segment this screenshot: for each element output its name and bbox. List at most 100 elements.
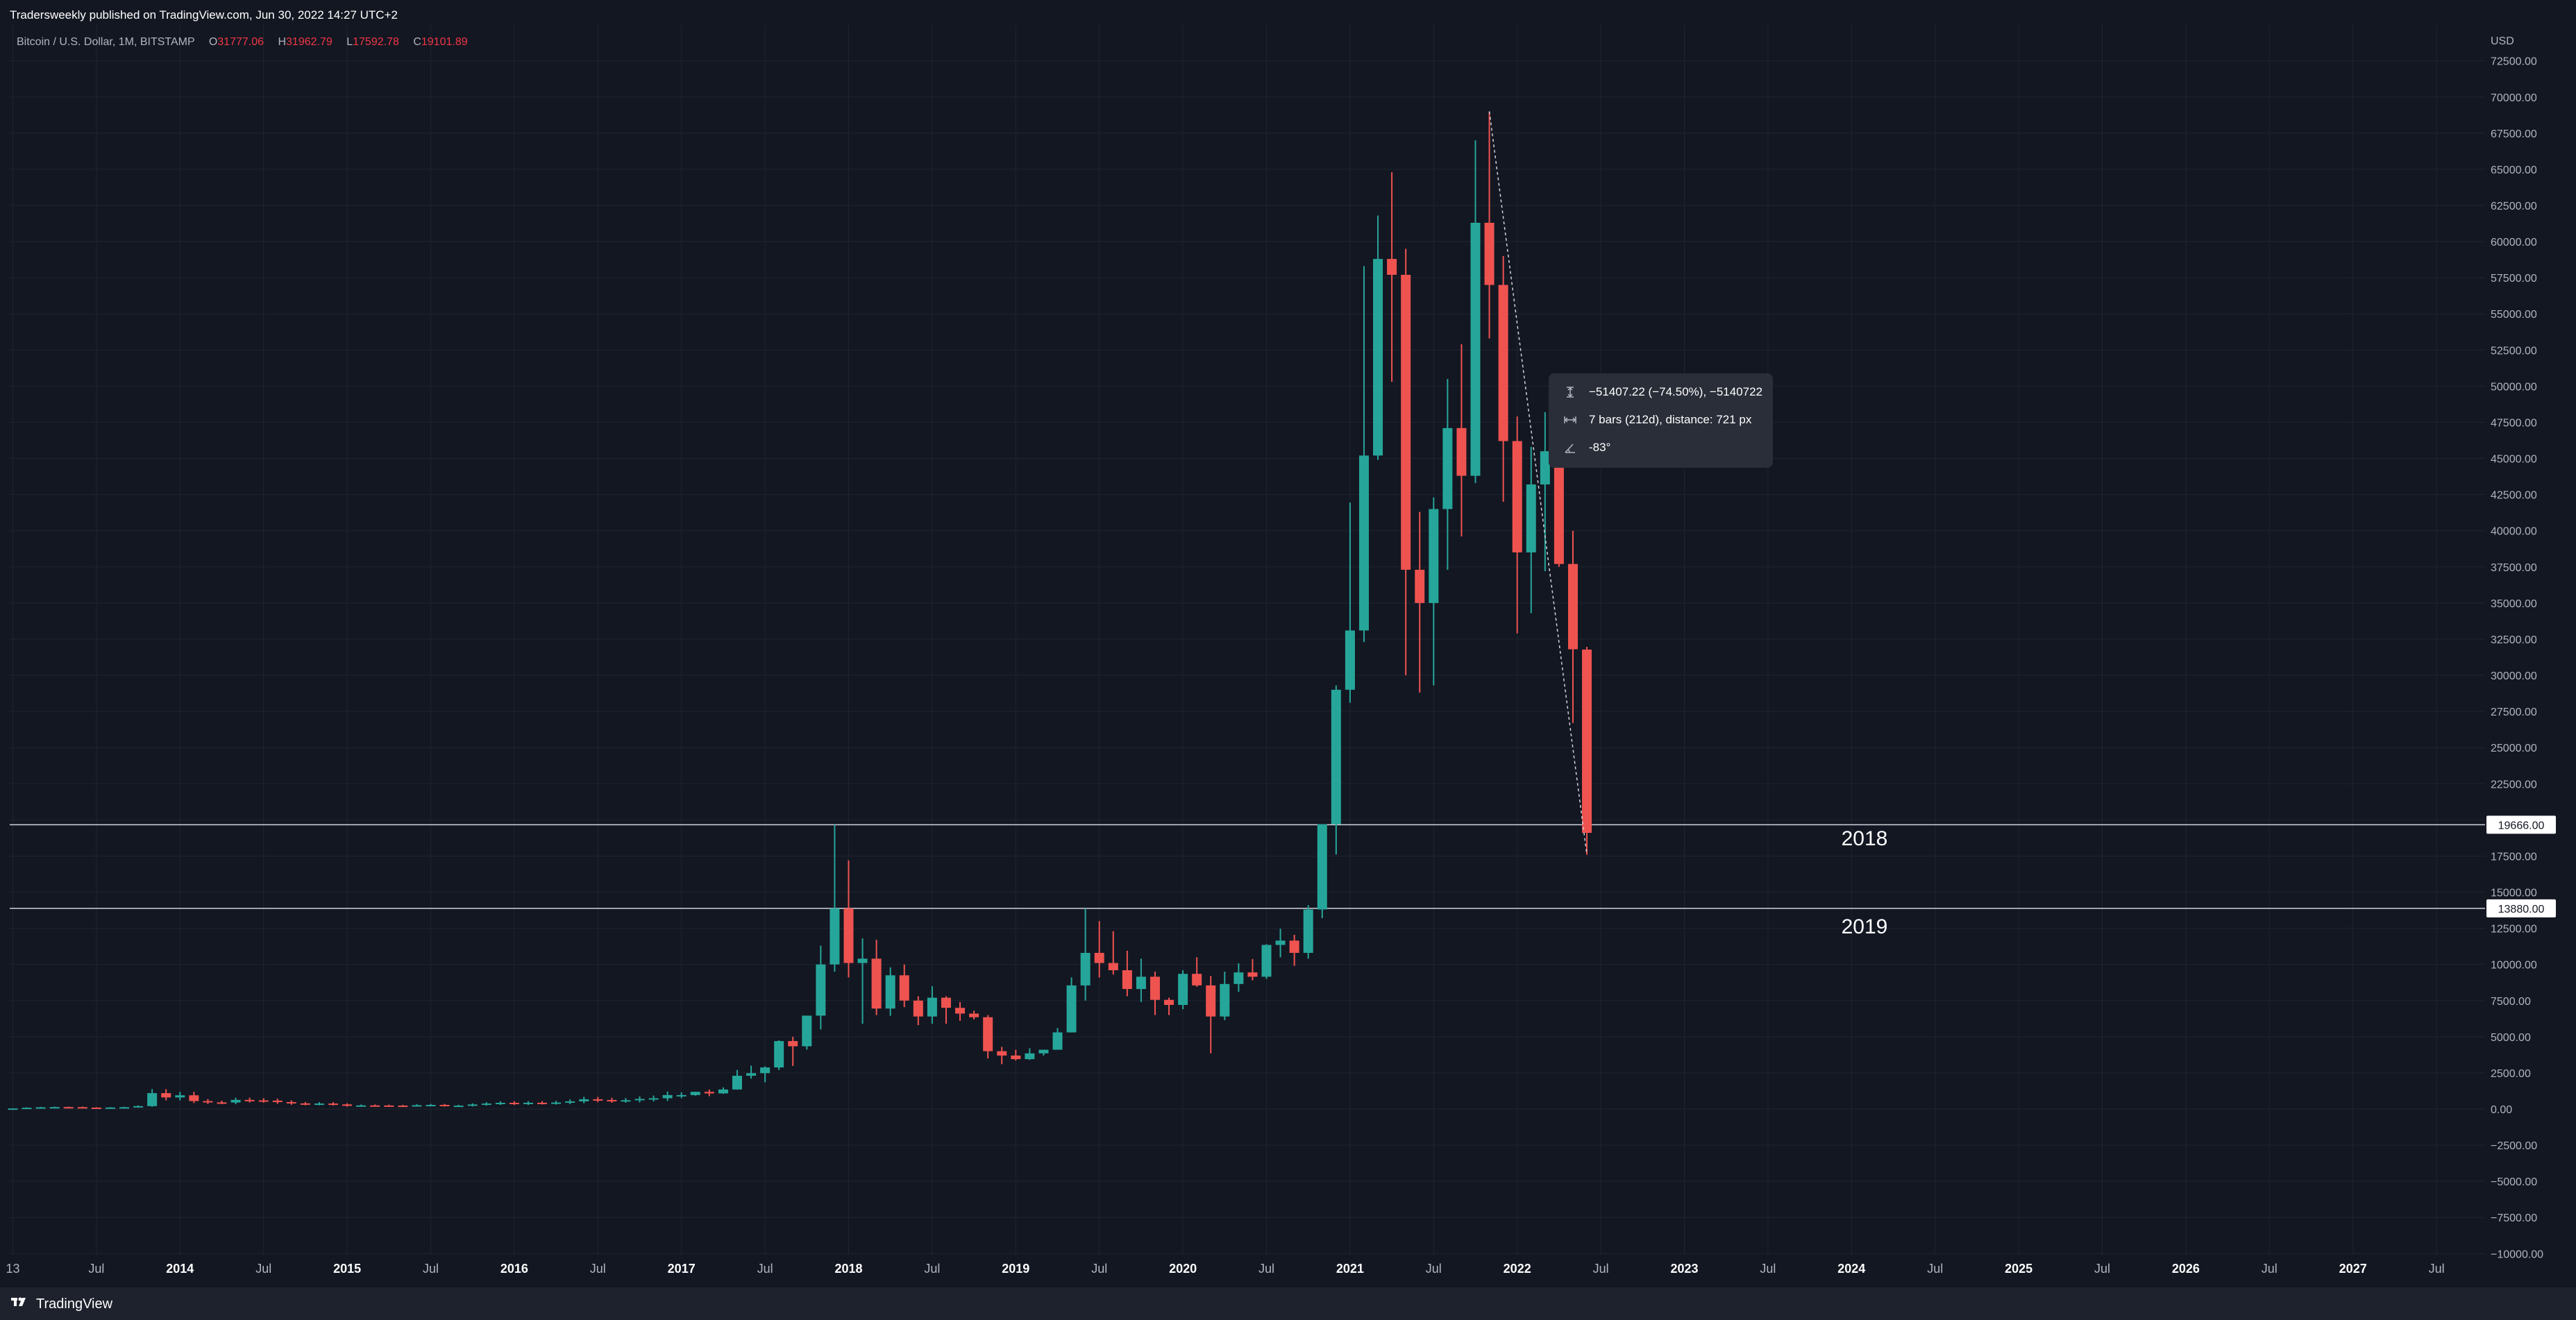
candle-body [426, 1105, 436, 1107]
candle-body [1567, 564, 1578, 650]
candle-body [91, 1107, 101, 1109]
candle-body [230, 1099, 241, 1103]
x-tick-label: 2021 [1336, 1262, 1364, 1276]
candle-body [523, 1102, 533, 1104]
candle-body [1582, 650, 1592, 834]
y-tick-label: 7500.00 [2491, 996, 2531, 1008]
candle-body [105, 1107, 115, 1109]
y-tick-label: 5000.00 [2491, 1032, 2531, 1044]
price-label-box [2486, 815, 2556, 834]
currency-label: USD [2491, 35, 2514, 47]
price-label: 19666.00 [2498, 820, 2545, 831]
candle-body [258, 1100, 269, 1102]
y-tick-label: 10000.00 [2491, 960, 2537, 972]
candle-body [495, 1103, 505, 1105]
symbol-legend[interactable]: Bitcoin / U.S. Dollar, 1M, BITSTAMP O317… [17, 36, 468, 49]
candle-body [398, 1106, 408, 1108]
candle-body [35, 1107, 46, 1109]
candle-body [77, 1107, 87, 1109]
x-tick-label: 2020 [1169, 1262, 1197, 1276]
x-tick-label: Jul [2429, 1262, 2445, 1276]
open-value: 31777.06 [217, 36, 264, 48]
candle-body [1275, 940, 1286, 945]
published-line: Tradersweekly published on TradingView.c… [10, 8, 398, 22]
angle-icon [1563, 440, 1578, 455]
x-tick-label: 2017 [668, 1262, 696, 1276]
time-axis[interactable]: 13 Jul 2014 Jul 2015 Jul 2016 Jul 2017 Jul 2018 Jul… [6, 1262, 2444, 1276]
close-label: C [413, 36, 421, 48]
x-tick-label: Jul [1091, 1262, 1107, 1276]
candle-body [955, 1008, 966, 1014]
measure-bars-row: 7 bars (212d), distance: 721 px [1549, 412, 1751, 428]
measure-bars-distance: 7 bars (212d), distance: 721 px [1589, 413, 1752, 426]
price-range-icon [1563, 384, 1578, 400]
candle-body [439, 1105, 450, 1107]
y-tick-label: 57500.00 [2491, 273, 2537, 285]
candle-body [551, 1102, 562, 1104]
tradingview-logo[interactable]: TradingView [11, 1296, 112, 1312]
candle-body [356, 1105, 367, 1107]
candle-body [621, 1100, 631, 1102]
candle-body [217, 1102, 227, 1104]
y-tick-label: 42500.00 [2491, 490, 2537, 502]
symbol-name[interactable]: Bitcoin / U.S. Dollar, 1M, BITSTAMP [17, 36, 195, 48]
candle-body [1358, 455, 1369, 631]
candle-body [453, 1106, 464, 1108]
close-value: 19101.89 [421, 36, 468, 48]
y-tick-label: 0.00 [2491, 1104, 2512, 1116]
y-tick-label: −2500.00 [2491, 1140, 2537, 1152]
candle-body [147, 1093, 158, 1106]
low-value: 17592.78 [353, 36, 399, 48]
candle-body [1052, 1032, 1063, 1050]
candle-body [49, 1107, 60, 1109]
y-tick-label: 52500.00 [2491, 345, 2537, 357]
candle-body [370, 1105, 380, 1107]
candle-body [718, 1089, 728, 1094]
candle-body [760, 1067, 771, 1074]
trend-line [1488, 111, 1588, 855]
candle-body [328, 1103, 339, 1106]
y-tick-label: 17500.00 [2491, 851, 2537, 863]
candle-body [509, 1103, 519, 1105]
candle-body [607, 1099, 617, 1101]
y-tick-label: 47500.00 [2491, 417, 2537, 429]
price-label: 13880.00 [2498, 904, 2545, 915]
candle-body [690, 1092, 700, 1095]
y-tick-label: 27500.00 [2491, 706, 2537, 718]
x-tick-label: 2016 [500, 1262, 528, 1276]
candle-body [1401, 274, 1411, 570]
y-tick-label: 35000.00 [2491, 598, 2537, 610]
x-tick-label: 2023 [1670, 1262, 1698, 1276]
price-axis[interactable]: 72500.00 70000.00 67500.00 65000.00 62500.00… [2486, 35, 2556, 1260]
candles [8, 111, 1592, 1110]
candle-body [732, 1076, 742, 1090]
x-tick-label: 2027 [2339, 1262, 2367, 1276]
y-tick-label: 55000.00 [2491, 309, 2537, 321]
candle-body [746, 1073, 757, 1076]
candle-body [1512, 441, 1522, 552]
candle-body [871, 958, 882, 1009]
x-tick-label: Jul [924, 1262, 940, 1276]
x-tick-label: 2015 [333, 1262, 361, 1276]
y-tick-label: 25000.00 [2491, 743, 2537, 754]
measure-trend-line [1488, 111, 1588, 855]
footer-bar: TradingView [0, 1287, 2576, 1320]
x-tick-label: Jul [757, 1262, 773, 1276]
y-tick-label: 72500.00 [2491, 56, 2537, 68]
candle-body [1150, 976, 1160, 1000]
x-tick-label: Jul [1593, 1262, 1609, 1276]
candle-body [1554, 451, 1564, 564]
price-chart[interactable]: 72500.00 70000.00 67500.00 65000.00 62500.00… [0, 0, 2576, 1287]
candle-body [1442, 428, 1453, 509]
high-value: 31962.79 [286, 36, 332, 48]
price-label-box [2486, 899, 2556, 917]
candle-body [1498, 285, 1508, 441]
candle-body [175, 1095, 185, 1098]
bars-range-icon [1563, 412, 1578, 428]
candle-body [941, 997, 951, 1008]
candle-body [1136, 976, 1146, 990]
candle-body [648, 1098, 659, 1100]
candle-body [983, 1017, 993, 1051]
candle-body [1484, 222, 1495, 285]
